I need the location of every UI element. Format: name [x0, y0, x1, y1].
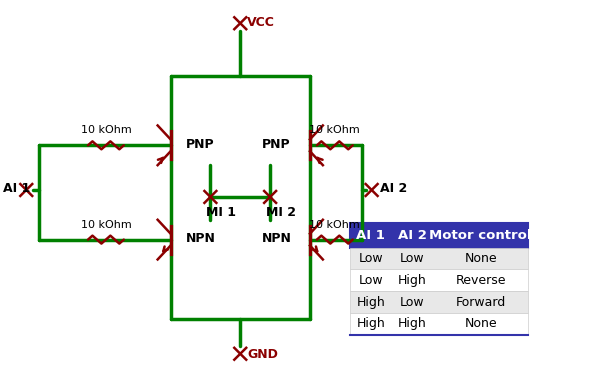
Text: Forward: Forward	[455, 296, 506, 309]
FancyBboxPatch shape	[350, 223, 528, 247]
Text: High: High	[398, 274, 427, 287]
Text: Motor control: Motor control	[430, 229, 532, 242]
Text: MI 2: MI 2	[266, 206, 296, 219]
Text: None: None	[464, 317, 497, 331]
Text: NPN: NPN	[185, 232, 215, 245]
Text: AI 2: AI 2	[379, 182, 407, 196]
Text: GND: GND	[247, 348, 278, 361]
FancyBboxPatch shape	[350, 313, 528, 335]
Text: AI 1: AI 1	[4, 182, 31, 196]
Text: High: High	[398, 317, 427, 331]
FancyBboxPatch shape	[350, 269, 528, 291]
Text: VCC: VCC	[247, 16, 275, 29]
Text: PNP: PNP	[185, 138, 214, 151]
Text: High: High	[356, 296, 385, 309]
Text: AI 2: AI 2	[398, 229, 427, 242]
Text: 10 kOhm: 10 kOhm	[309, 220, 360, 230]
Text: Low: Low	[400, 252, 425, 265]
Text: MI 1: MI 1	[206, 206, 237, 219]
Text: None: None	[464, 252, 497, 265]
Text: 10 kOhm: 10 kOhm	[80, 125, 131, 135]
Text: Low: Low	[358, 274, 383, 287]
Text: 10 kOhm: 10 kOhm	[309, 125, 360, 135]
FancyBboxPatch shape	[350, 291, 528, 313]
Text: Reverse: Reverse	[455, 274, 506, 287]
Text: High: High	[356, 317, 385, 331]
Text: Low: Low	[358, 252, 383, 265]
FancyBboxPatch shape	[350, 247, 528, 269]
Text: PNP: PNP	[262, 138, 291, 151]
Text: NPN: NPN	[262, 232, 292, 245]
Text: AI 1: AI 1	[356, 229, 385, 242]
Text: Low: Low	[400, 296, 425, 309]
Text: 10 kOhm: 10 kOhm	[80, 220, 131, 230]
